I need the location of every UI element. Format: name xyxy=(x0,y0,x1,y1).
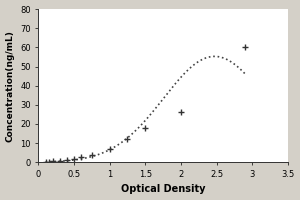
Y-axis label: Concentration(ng/mL): Concentration(ng/mL) xyxy=(6,30,15,142)
X-axis label: Optical Density: Optical Density xyxy=(121,184,205,194)
